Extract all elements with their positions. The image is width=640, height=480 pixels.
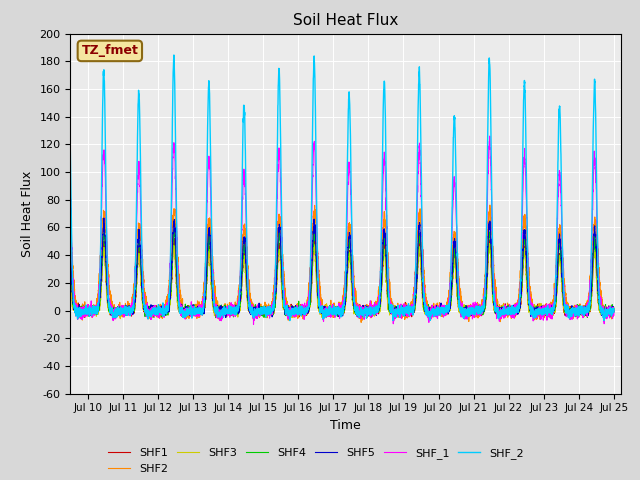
- SHF_1: [385, 275, 392, 280]
- Y-axis label: Soil Heat Flux: Soil Heat Flux: [21, 170, 34, 257]
- SHF2: [488, 221, 495, 227]
- SHF2: [385, 265, 392, 271]
- SHF_1: [49, 309, 57, 315]
- SHF_1: [610, 311, 618, 316]
- SHF_2: [529, 310, 537, 316]
- SHF1: [385, 300, 392, 306]
- SHF_1: [486, 133, 493, 139]
- SHF3: [529, 307, 537, 312]
- SHF5: [610, 309, 618, 314]
- SHF1: [488, 262, 495, 267]
- SHF3: [49, 305, 57, 311]
- SHF1: [170, 236, 178, 241]
- SHF_2: [49, 307, 57, 313]
- Line: SHF1: SHF1: [53, 239, 614, 317]
- SHF4: [488, 255, 495, 261]
- Legend: SHF1, SHF2, SHF3, SHF4, SHF5, SHF_1, SHF_2: SHF1, SHF2, SHF3, SHF4, SHF5, SHF_1, SHF…: [104, 444, 529, 478]
- SHF5: [515, 308, 523, 314]
- SHF_1: [488, 186, 495, 192]
- SHF1: [529, 307, 537, 313]
- SHF_1: [165, 286, 173, 291]
- SHF4: [355, 307, 362, 313]
- SHF2: [610, 304, 618, 310]
- Title: Soil Heat Flux: Soil Heat Flux: [293, 13, 398, 28]
- SHF2: [357, 320, 365, 325]
- Line: SHF2: SHF2: [53, 205, 614, 323]
- SHF3: [355, 305, 362, 311]
- SHF_2: [165, 295, 173, 300]
- SHF5: [543, 315, 551, 321]
- X-axis label: Time: Time: [330, 419, 361, 432]
- SHF4: [310, 223, 318, 229]
- SHF_2: [355, 310, 362, 315]
- SHF4: [610, 306, 618, 312]
- SHF4: [212, 315, 220, 321]
- SHF5: [100, 215, 108, 221]
- SHF5: [385, 290, 392, 296]
- Line: SHF3: SHF3: [53, 243, 614, 319]
- Line: SHF4: SHF4: [53, 226, 614, 318]
- Line: SHF_1: SHF_1: [53, 136, 614, 324]
- SHF1: [355, 311, 362, 317]
- SHF5: [165, 303, 173, 309]
- SHF2: [515, 290, 523, 296]
- SHF_2: [488, 154, 495, 160]
- SHF4: [385, 297, 392, 303]
- Text: TZ_fmet: TZ_fmet: [81, 44, 138, 58]
- SHF_2: [385, 287, 392, 292]
- SHF1: [610, 307, 618, 312]
- SHF5: [488, 245, 495, 251]
- SHF3: [610, 306, 618, 312]
- SHF2: [355, 310, 362, 316]
- SHF_2: [515, 303, 523, 309]
- SHF4: [515, 304, 523, 310]
- SHF2: [486, 202, 494, 208]
- SHF3: [385, 306, 392, 312]
- SHF1: [49, 307, 57, 312]
- SHF_1: [250, 322, 257, 327]
- SHF2: [529, 308, 537, 314]
- SHF5: [529, 309, 537, 314]
- SHF3: [488, 276, 495, 281]
- SHF1: [515, 304, 523, 310]
- Line: SHF5: SHF5: [53, 218, 614, 318]
- SHF3: [485, 240, 493, 246]
- SHF_2: [610, 309, 618, 315]
- SHF2: [49, 306, 57, 312]
- SHF1: [81, 314, 88, 320]
- SHF4: [165, 305, 173, 311]
- SHF_1: [515, 299, 523, 305]
- SHF3: [165, 304, 173, 310]
- SHF3: [515, 310, 523, 315]
- SHF2: [165, 277, 173, 283]
- SHF_1: [529, 307, 537, 313]
- SHF_2: [170, 52, 178, 58]
- SHF_1: [355, 315, 362, 321]
- SHF3: [116, 316, 124, 322]
- SHF1: [165, 303, 173, 309]
- SHF5: [49, 304, 57, 310]
- SHF_2: [600, 318, 608, 324]
- Line: SHF_2: SHF_2: [53, 55, 614, 321]
- SHF4: [529, 308, 537, 313]
- SHF4: [49, 303, 57, 309]
- SHF5: [355, 307, 362, 313]
